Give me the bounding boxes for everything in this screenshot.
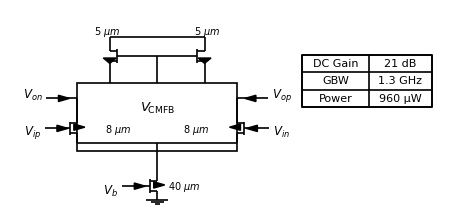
Polygon shape (246, 125, 257, 132)
Polygon shape (58, 95, 70, 102)
Polygon shape (198, 58, 211, 63)
Polygon shape (229, 124, 240, 130)
Polygon shape (245, 95, 256, 102)
Text: $8\ \mu m$: $8\ \mu m$ (105, 123, 131, 137)
Bar (302, 55, 432, 107)
Text: $5\ \mu m$: $5\ \mu m$ (194, 25, 220, 39)
Text: $V_{in}$: $V_{in}$ (273, 125, 291, 140)
Polygon shape (134, 183, 146, 189)
Text: $V_{op}$: $V_{op}$ (272, 87, 292, 104)
Polygon shape (57, 125, 68, 132)
Text: $V_b$: $V_b$ (103, 184, 118, 199)
Text: $V_{ip}$: $V_{ip}$ (24, 124, 41, 141)
Text: 960 μW: 960 μW (379, 94, 422, 104)
Polygon shape (154, 182, 164, 188)
Text: $8\ \mu m$: $8\ \mu m$ (183, 123, 210, 137)
Text: $V_{on}$: $V_{on}$ (23, 88, 42, 103)
Polygon shape (74, 124, 85, 130)
Text: $40\ \mu m$: $40\ \mu m$ (168, 180, 201, 194)
Text: DC Gain: DC Gain (313, 58, 358, 69)
Text: $5\ \mu m$: $5\ \mu m$ (94, 25, 120, 39)
Polygon shape (103, 58, 116, 63)
Text: $V_{\!\mathrm{CMFB}}$: $V_{\!\mathrm{CMFB}}$ (140, 101, 174, 116)
Bar (77, 83, 237, 151)
Text: 1.3 GHz: 1.3 GHz (378, 76, 422, 86)
Text: GBW: GBW (322, 76, 349, 86)
Text: 21 dB: 21 dB (384, 58, 417, 69)
Text: Power: Power (319, 94, 352, 104)
